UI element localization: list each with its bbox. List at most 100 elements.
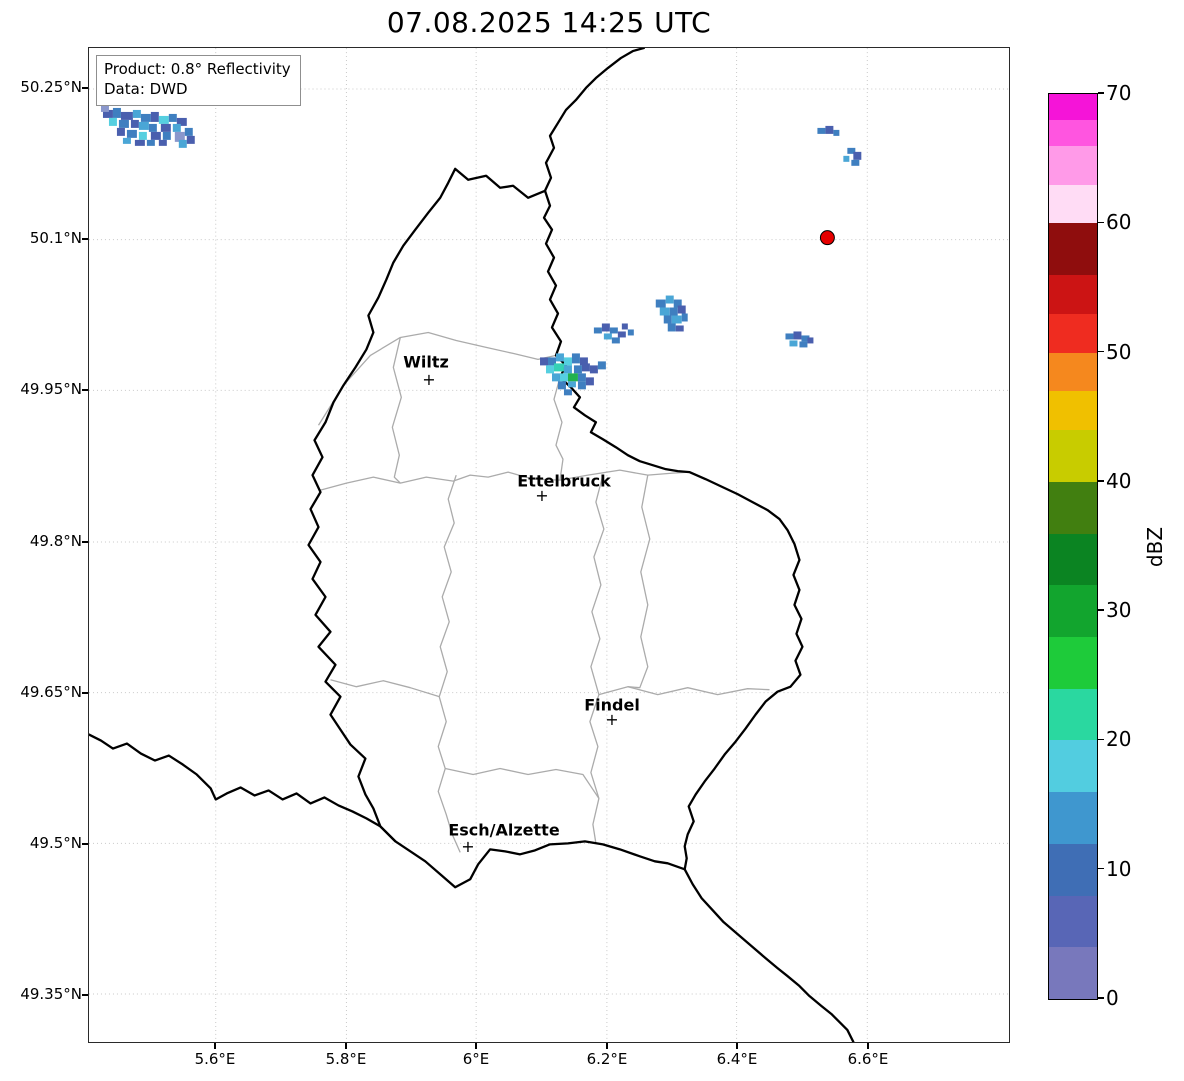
neighbor-border — [683, 868, 855, 1042]
product-info-box: Product: 0.8° Reflectivity Data: DWD — [96, 55, 301, 106]
colorbar-tick-label: 40 — [1106, 468, 1132, 493]
radar-echo-cell — [669, 307, 678, 316]
y-tick-label: 49.65°N — [20, 683, 82, 701]
radar-echo-cell — [571, 353, 580, 364]
radar-echo-cell — [579, 357, 588, 366]
radar-echo-cell — [174, 131, 185, 142]
colorbar-tick-mark — [1098, 221, 1104, 223]
radar-echo-cell — [671, 315, 682, 324]
radar-echo-cell — [581, 363, 590, 372]
x-tick-mark — [475, 1043, 477, 1049]
radar-echo-cell — [557, 381, 566, 390]
radar-echo-cell — [168, 113, 177, 122]
colorbar-segment — [1049, 843, 1097, 896]
x-tick-mark — [867, 1043, 869, 1049]
city-label: Findel — [584, 695, 640, 715]
radar-echo-cell — [617, 331, 626, 338]
colorbar-tick-mark — [1098, 738, 1104, 741]
radar-echo-cell — [546, 365, 554, 374]
radar-echo-cell — [108, 117, 117, 126]
colorbar-segment — [1049, 313, 1097, 353]
y-tick-mark — [82, 87, 88, 89]
radar-echo-cell — [559, 373, 568, 382]
radar-echo-cell — [548, 357, 556, 366]
radar-echo-cell — [825, 125, 834, 134]
colorbar-segment — [1049, 533, 1097, 586]
plot-area: Product: 0.8° Reflectivity Data: DWD Wil… — [88, 47, 1010, 1043]
radar-echo-cell — [801, 335, 810, 342]
radar-echo-cell — [118, 119, 129, 128]
district-border — [598, 686, 770, 696]
colorbar-segment — [1049, 895, 1097, 948]
radar-echo-cell — [799, 341, 808, 348]
city-label: Wiltz — [403, 352, 449, 372]
radar-echo-cell — [593, 327, 602, 334]
y-tick-label: 50.1°N — [29, 229, 82, 247]
radar-echo-cell — [621, 323, 628, 330]
radar-echo-cell — [126, 129, 137, 138]
x-tick-mark — [736, 1043, 738, 1049]
x-tick-mark — [606, 1043, 608, 1049]
colorbar-segment — [1049, 688, 1097, 741]
x-tick-label: 6°E — [462, 1050, 490, 1068]
radar-echo-cell — [817, 127, 826, 134]
radar-echo-cell — [577, 373, 586, 382]
radar-echo-cell — [160, 123, 171, 132]
colorbar-label-wrap: dBZ — [1132, 93, 1178, 1000]
colorbar-tick-mark — [1098, 350, 1104, 353]
radar-echo-cell — [609, 327, 618, 334]
colorbar-segment — [1049, 223, 1097, 275]
radar-echo-cell — [146, 139, 155, 146]
colorbar-segment — [1049, 145, 1097, 185]
radar-echo-cell — [603, 333, 612, 340]
city-marker-icon: + — [422, 370, 436, 389]
radar-echo-cell — [675, 325, 684, 332]
colorbar — [1048, 93, 1098, 1000]
colorbar-segment — [1049, 637, 1097, 689]
colorbar-tick-mark — [1098, 997, 1104, 999]
radar-echo-cell — [853, 151, 862, 160]
radar-echo-cell — [807, 337, 814, 344]
radar-echo-cell — [551, 373, 560, 382]
radar-echo-cell — [563, 357, 572, 366]
radar-echo-cell — [130, 119, 139, 128]
radar-echo-cell — [140, 113, 151, 122]
y-tick-mark — [82, 238, 88, 240]
radar-echo-cell — [655, 299, 666, 308]
radar-echo-cell — [663, 315, 672, 324]
x-tick-label: 5.6°E — [194, 1050, 236, 1068]
radar-echo-cell — [597, 361, 606, 370]
radar-echo-cell — [577, 381, 586, 390]
y-tick-label: 49.95°N — [20, 380, 82, 398]
y-tick-mark — [82, 843, 88, 845]
product-line: Product: 0.8° Reflectivity — [104, 60, 291, 78]
radar-echo-cell — [567, 381, 576, 388]
x-tick-label: 6.2°E — [586, 1050, 628, 1068]
radar-echo-cell — [138, 121, 149, 130]
y-tick-mark — [82, 692, 88, 694]
radar-echo-cell — [122, 137, 131, 144]
radar-echo-cell — [120, 111, 133, 120]
radar-echo-cell — [158, 139, 167, 146]
y-tick-mark — [82, 389, 88, 391]
radar-echo-cell — [112, 107, 121, 118]
colorbar-segment — [1049, 275, 1097, 314]
colorbar-segment — [1049, 740, 1097, 793]
radar-echo-cell — [843, 155, 850, 162]
radar-echo-cell — [134, 139, 145, 146]
x-tick-label: 6.4°E — [716, 1050, 758, 1068]
district-border — [589, 474, 605, 844]
radar-echo-cell — [785, 333, 794, 340]
colorbar-segment — [1049, 391, 1097, 431]
radar-echo-cell — [851, 159, 860, 166]
radar-echo-cell — [659, 307, 670, 316]
neighbor-border — [543, 48, 645, 192]
radar-echo-cell — [673, 299, 682, 308]
colorbar-tick-mark — [1098, 868, 1104, 870]
radar-echo-cell — [176, 117, 187, 126]
colorbar-tick-label: 50 — [1106, 339, 1132, 364]
y-tick-label: 49.8°N — [29, 532, 82, 550]
radar-echo-cell — [627, 329, 634, 336]
y-tick-label: 50.25°N — [20, 78, 82, 96]
